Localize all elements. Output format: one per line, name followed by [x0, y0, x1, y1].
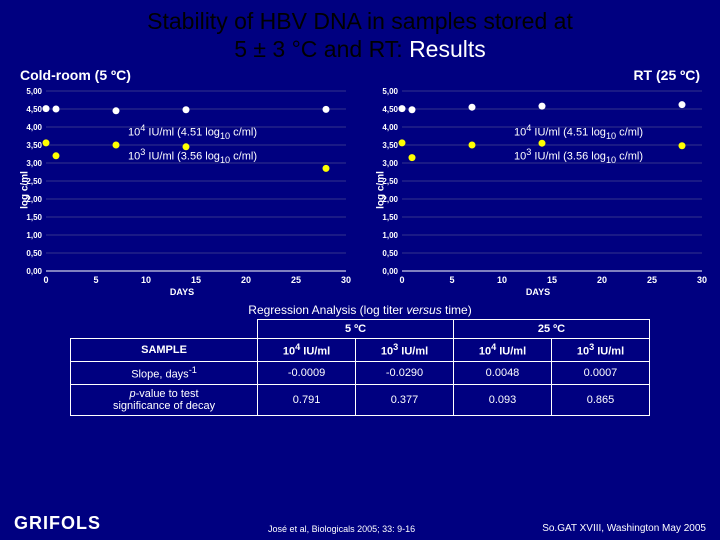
venue: So.GAT XVIII, Washington May 2005: [542, 523, 706, 534]
svg-text:25: 25: [647, 275, 657, 285]
footer: GRIFOLS José et al, Biologicals 2005; 33…: [0, 513, 720, 534]
xlabel-right: DAYS: [526, 287, 550, 297]
svg-text:3,00: 3,00: [26, 159, 42, 168]
annot-high-left: 104 IU/ml (4.51 log10 c/ml): [128, 123, 257, 141]
svg-text:0,50: 0,50: [382, 249, 398, 258]
svg-text:3,50: 3,50: [382, 141, 398, 150]
table-row: Slope, days-1 -0.0009 -0.0290 0.0048 0.0…: [71, 361, 650, 384]
title-line2b: Results: [409, 36, 486, 62]
charts-container: 0,000,501,001,502,002,503,003,504,004,50…: [0, 85, 720, 295]
annot-low-left: 103 IU/ml (3.56 log10 c/ml): [128, 147, 257, 165]
chart-right: 0,000,501,001,502,002,503,003,504,004,50…: [364, 85, 712, 295]
svg-text:5: 5: [93, 275, 98, 285]
col-c: 104 IU/ml: [454, 339, 552, 362]
svg-text:15: 15: [547, 275, 557, 285]
logo: GRIFOLS: [14, 513, 101, 534]
xlabel-left: DAYS: [170, 287, 194, 297]
cell: -0.0009: [258, 361, 356, 384]
chart-left: 0,000,501,001,502,002,503,003,504,004,50…: [8, 85, 356, 295]
table-header-group: 5 ºC 25 ºC: [71, 320, 650, 339]
cell: 0.0007: [551, 361, 649, 384]
ylabel-right: log c/ml: [375, 171, 386, 209]
table-section: Regression Analysis (log titer versus ti…: [70, 303, 650, 415]
col-d: 103 IU/ml: [551, 339, 649, 362]
cell: 0.0048: [454, 361, 552, 384]
svg-text:5,00: 5,00: [382, 87, 398, 96]
table-header-cols: SAMPLE 104 IU/ml 103 IU/ml 104 IU/ml 103…: [71, 339, 650, 362]
citation: José et al, Biologicals 2005; 33: 9-16: [268, 524, 415, 534]
svg-text:25: 25: [291, 275, 301, 285]
svg-text:0: 0: [399, 275, 404, 285]
svg-text:1,50: 1,50: [382, 213, 398, 222]
svg-text:3,50: 3,50: [26, 141, 42, 150]
svg-text:4,50: 4,50: [382, 105, 398, 114]
regression-table: 5 ºC 25 ºC SAMPLE 104 IU/ml 103 IU/ml 10…: [70, 319, 650, 415]
col-b: 103 IU/ml: [356, 339, 454, 362]
cell: 0.791: [258, 384, 356, 415]
svg-text:0,50: 0,50: [26, 249, 42, 258]
svg-text:20: 20: [241, 275, 251, 285]
svg-text:15: 15: [191, 275, 201, 285]
svg-text:4,00: 4,00: [26, 123, 42, 132]
annot-low-right: 103 IU/ml (3.56 log10 c/ml): [514, 147, 643, 165]
svg-text:30: 30: [341, 275, 351, 285]
table-title: Regression Analysis (log titer versus ti…: [70, 303, 650, 317]
col-sample: SAMPLE: [71, 339, 258, 362]
ylabel-left: log c/ml: [19, 171, 30, 209]
slide-title: Stability of HBV DNA in samples stored a…: [0, 0, 720, 67]
cell: 0.093: [454, 384, 552, 415]
annot-high-right: 104 IU/ml (4.51 log10 c/ml): [514, 123, 643, 141]
svg-text:4,00: 4,00: [382, 123, 398, 132]
svg-text:20: 20: [597, 275, 607, 285]
subtitle-row: Cold-room (5 ºC) RT (25 ºC): [0, 67, 720, 85]
row2-label: p-value to testsignificance of decay: [71, 384, 258, 415]
svg-text:30: 30: [697, 275, 707, 285]
cell: 0.865: [551, 384, 649, 415]
svg-text:5,00: 5,00: [26, 87, 42, 96]
svg-text:1,50: 1,50: [26, 213, 42, 222]
row1-label: Slope, days-1: [71, 361, 258, 384]
svg-text:3,00: 3,00: [382, 159, 398, 168]
table-row: p-value to testsignificance of decay 0.7…: [71, 384, 650, 415]
svg-text:0,00: 0,00: [382, 267, 398, 276]
right-subtitle: RT (25 ºC): [633, 67, 700, 83]
svg-text:0,00: 0,00: [26, 267, 42, 276]
left-subtitle: Cold-room (5 ºC): [20, 67, 131, 83]
title-line1: Stability of HBV DNA in samples stored a…: [147, 8, 573, 34]
svg-text:5: 5: [449, 275, 454, 285]
col-a: 104 IU/ml: [258, 339, 356, 362]
group2: 25 ºC: [454, 320, 650, 339]
svg-text:0: 0: [43, 275, 48, 285]
cell: -0.0290: [356, 361, 454, 384]
cell: 0.377: [356, 384, 454, 415]
svg-text:10: 10: [141, 275, 151, 285]
title-line2a: 5 ± 3 °C and RT:: [234, 36, 409, 62]
svg-text:4,50: 4,50: [26, 105, 42, 114]
svg-text:10: 10: [497, 275, 507, 285]
svg-text:1,00: 1,00: [26, 231, 42, 240]
group1: 5 ºC: [258, 320, 454, 339]
svg-text:1,00: 1,00: [382, 231, 398, 240]
